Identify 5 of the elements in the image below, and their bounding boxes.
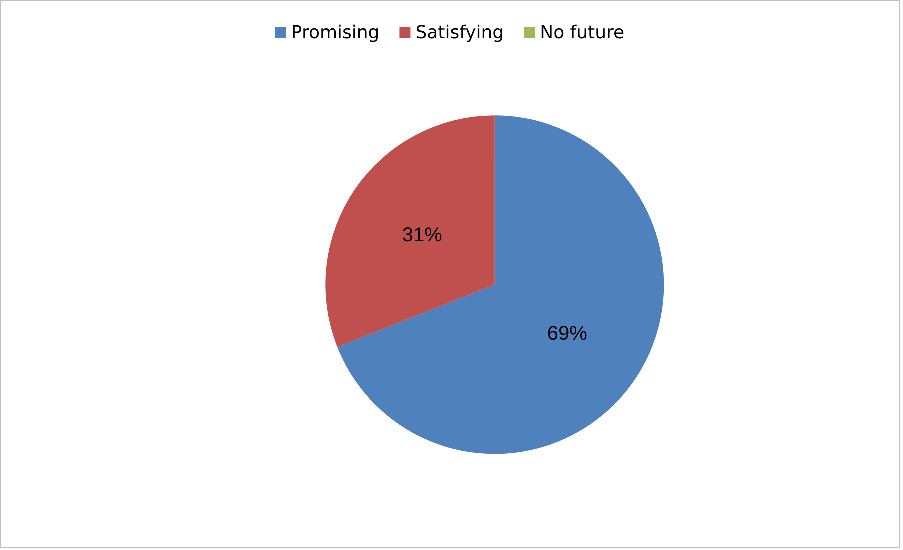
legend-label: No future (540, 22, 625, 44)
data-label: 31% (402, 224, 443, 247)
legend-label: Satisfying (416, 22, 504, 44)
legend-label: Promising (291, 22, 380, 44)
data-label: 69% (547, 323, 588, 346)
